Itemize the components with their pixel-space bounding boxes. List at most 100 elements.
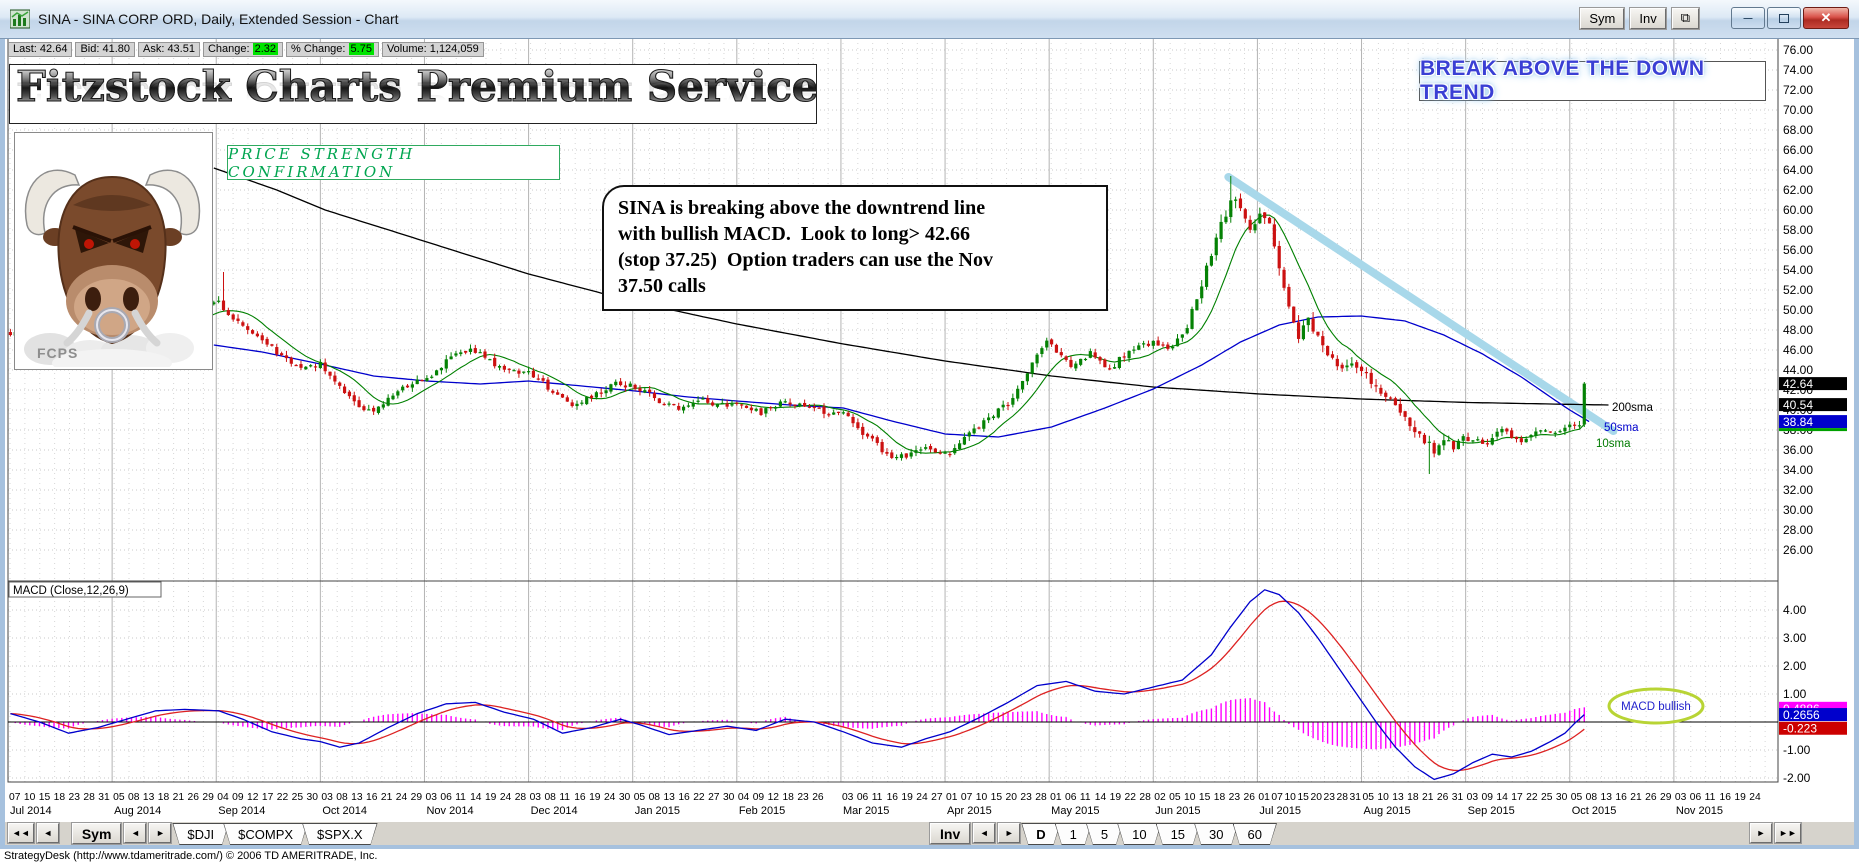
restore-button[interactable] xyxy=(1767,7,1801,29)
svg-text:29: 29 xyxy=(202,792,214,803)
svg-text:09: 09 xyxy=(1482,792,1494,803)
svg-text:30.00: 30.00 xyxy=(1783,503,1813,517)
svg-text:26: 26 xyxy=(1645,792,1657,803)
popout-icon[interactable]: ⧉ xyxy=(1671,7,1699,29)
svg-text:54.00: 54.00 xyxy=(1783,263,1813,277)
symbol-prev-button[interactable]: ◄ xyxy=(124,823,147,843)
svg-text:56.00: 56.00 xyxy=(1783,243,1813,257)
close-icon: ✕ xyxy=(1820,10,1832,25)
macd-signal-line xyxy=(10,600,1585,772)
scroll-last-button[interactable]: ►► xyxy=(1775,823,1801,843)
minimize-button[interactable]: — xyxy=(1731,7,1765,29)
svg-text:66.00: 66.00 xyxy=(1783,143,1813,157)
svg-text:11: 11 xyxy=(559,792,570,803)
svg-text:Jul 2014: Jul 2014 xyxy=(10,805,52,817)
symbol-tab-spxx[interactable]: $SPX.X xyxy=(302,823,378,845)
svg-text:29: 29 xyxy=(411,792,423,803)
symbol-tab-dji[interactable]: $DJI xyxy=(172,823,229,845)
symbol-tabs: $DJI $COMPX $SPX.X xyxy=(178,823,377,845)
svg-text:3.00: 3.00 xyxy=(1783,631,1807,645)
svg-text:74.00: 74.00 xyxy=(1783,63,1813,77)
svg-text:44.00: 44.00 xyxy=(1783,363,1813,377)
svg-text:11: 11 xyxy=(1080,792,1091,803)
svg-text:31: 31 xyxy=(98,792,110,803)
inv-toolbar-button[interactable]: Inv xyxy=(930,823,971,844)
200sma-label: 200sma xyxy=(1612,402,1654,414)
macd-tag--0.223 xyxy=(1779,721,1847,735)
svg-text:18: 18 xyxy=(782,792,794,803)
period-tab-5[interactable]: 5 xyxy=(1086,823,1123,845)
svg-text:16: 16 xyxy=(366,792,378,803)
svg-text:05: 05 xyxy=(1571,792,1583,803)
svg-text:28: 28 xyxy=(1035,792,1047,803)
svg-text:16: 16 xyxy=(1615,792,1627,803)
svg-text:26.00: 26.00 xyxy=(1783,543,1813,557)
period-next-button[interactable]: ► xyxy=(998,823,1021,843)
svg-text:10: 10 xyxy=(1377,792,1389,803)
period-tab-15[interactable]: 15 xyxy=(1156,823,1200,845)
inv-button[interactable]: Inv xyxy=(1630,7,1666,29)
period-tab-1[interactable]: 1 xyxy=(1055,823,1092,845)
sym-button[interactable]: Sym xyxy=(1580,7,1625,29)
period-prev-button[interactable]: ◄ xyxy=(973,823,996,843)
svg-text:01: 01 xyxy=(1050,792,1062,803)
quote-volume: Volume: 1,124,059 xyxy=(381,42,484,57)
svg-text:40.54: 40.54 xyxy=(1783,398,1813,412)
logo-caption: FCPS xyxy=(37,345,79,361)
svg-text:05: 05 xyxy=(1363,792,1375,803)
svg-text:19: 19 xyxy=(901,792,913,803)
svg-text:Feb 2015: Feb 2015 xyxy=(739,805,785,817)
svg-text:10: 10 xyxy=(976,792,988,803)
svg-text:Jan 2015: Jan 2015 xyxy=(635,805,680,817)
svg-text:01: 01 xyxy=(1258,792,1270,803)
quote-%change: % Change: 5.75 xyxy=(286,42,379,57)
svg-text:18: 18 xyxy=(54,792,66,803)
banner-reflection: Fitzstock Charts Premium Service xyxy=(10,73,817,123)
svg-text:04: 04 xyxy=(738,792,750,803)
price-strength-text: PRICE STRENGTH CONFIRMATION xyxy=(228,144,416,181)
macd-histogram xyxy=(14,698,1585,750)
50sma-label: 50sma xyxy=(1604,422,1639,434)
svg-text:28: 28 xyxy=(1139,792,1151,803)
period-tab-10[interactable]: 10 xyxy=(1117,823,1161,845)
nav-prev-button[interactable]: ◄ xyxy=(36,823,59,843)
svg-text:05: 05 xyxy=(634,792,646,803)
macd-bullish-ellipse xyxy=(1607,687,1705,725)
macd-pane[interactable] xyxy=(7,580,1779,783)
svg-text:06: 06 xyxy=(1065,792,1077,803)
svg-text:-0.223: -0.223 xyxy=(1783,722,1817,736)
svg-text:38.84: 38.84 xyxy=(1783,415,1813,429)
svg-text:76.00: 76.00 xyxy=(1783,43,1813,57)
quote-change: Change: 2.32 xyxy=(202,42,284,57)
svg-text:20: 20 xyxy=(1006,792,1018,803)
svg-text:03: 03 xyxy=(1675,792,1687,803)
break-above-text: BREAK ABOVE THE DOWN TREND xyxy=(1420,57,1705,104)
close-button[interactable]: ✕ xyxy=(1803,7,1849,29)
minimize-icon: — xyxy=(1743,13,1753,23)
svg-text:20: 20 xyxy=(1310,792,1322,803)
symbol-sym-button[interactable]: Sym xyxy=(71,823,122,844)
svg-text:27: 27 xyxy=(931,792,943,803)
svg-text:May 2015: May 2015 xyxy=(1051,805,1099,817)
svg-text:60.00: 60.00 xyxy=(1783,203,1813,217)
nav-first-button[interactable]: ◄◄ xyxy=(8,823,34,843)
symbol-next-button[interactable]: ► xyxy=(149,823,172,843)
svg-text:26: 26 xyxy=(812,792,824,803)
svg-text:46.00: 46.00 xyxy=(1783,343,1813,357)
svg-text:68.00: 68.00 xyxy=(1783,123,1813,137)
price-axis: 26.0028.0030.0032.0034.0036.0038.0040.00… xyxy=(1783,43,1813,785)
macd-bullish-text: MACD bullish xyxy=(1621,701,1691,713)
svg-text:03: 03 xyxy=(425,792,437,803)
svg-text:19: 19 xyxy=(589,792,601,803)
svg-text:26: 26 xyxy=(187,792,199,803)
symbol-tab-compx[interactable]: $COMPX xyxy=(223,823,308,845)
svg-text:-1.00: -1.00 xyxy=(1783,743,1811,757)
title-bar[interactable]: SINA - SINA CORP ORD, Daily, Extended Se… xyxy=(0,0,1859,39)
svg-text:50.00: 50.00 xyxy=(1783,303,1813,317)
period-tab-60[interactable]: 60 xyxy=(1233,823,1277,845)
period-tab-30[interactable]: 30 xyxy=(1194,823,1238,845)
svg-text:07: 07 xyxy=(961,792,973,803)
scroll-next-button[interactable]: ► xyxy=(1750,823,1772,843)
period-tab-d[interactable]: D xyxy=(1021,823,1060,845)
